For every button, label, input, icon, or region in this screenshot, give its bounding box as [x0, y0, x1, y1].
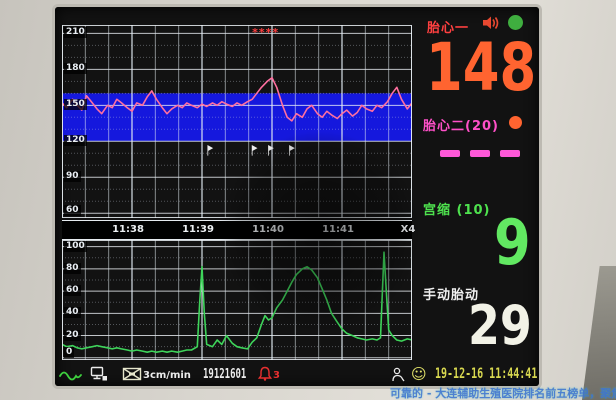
- fetal-movement-label: 手动胎动: [423, 288, 480, 303]
- time-axis-strip: 11:38 11:39 11:40 11:41 X4: [62, 220, 415, 240]
- x-axis-time-label: 11:41: [322, 224, 354, 235]
- toco-value: 9: [494, 206, 531, 279]
- toco-chart: 100 80 60 40 20 0: [62, 240, 412, 360]
- y-axis-label: 120: [64, 135, 87, 147]
- fhr2-status-dot: [509, 116, 522, 129]
- fhr1-label: 胎心一: [427, 21, 470, 36]
- status-bar: 3cm/min 19121601 3 ☺ 19-12-16 11:44:41: [55, 362, 539, 386]
- y-axis-label: 210: [64, 27, 87, 39]
- y-axis-label: 20: [64, 329, 81, 341]
- y-axis-label: 150: [64, 99, 87, 111]
- datetime-display: 19-12-16 11:44:41: [435, 366, 538, 383]
- patient-icon: [392, 367, 405, 382]
- y-axis-label: 60: [64, 285, 81, 297]
- watermark-text: 可靠的 - 大连辅助生殖医院排名前五榜单，聚焦试管婴: [390, 387, 616, 400]
- time-scale-label: X4: [400, 224, 416, 235]
- fhr1-status-dot: [508, 15, 523, 30]
- y-axis-label: 180: [64, 63, 87, 75]
- alarm-count: 3: [273, 370, 280, 381]
- paper-speed-label: 3cm/min: [143, 370, 191, 381]
- fetal-movement-value: 29: [468, 294, 532, 357]
- x-axis-time-label: 11:40: [252, 224, 284, 235]
- fhr2-label: 胎心二(20): [423, 119, 499, 134]
- paper-out-icon[interactable]: [122, 366, 142, 382]
- vitals-panel: 胎心一 148 胎心二(20) 宫缩 (10) 9 手动胎动 29: [420, 7, 539, 359]
- fhr1-value: 148: [426, 29, 537, 106]
- y-axis-label: 60: [64, 205, 81, 216]
- alarm-bell-icon[interactable]: [257, 366, 273, 382]
- y-axis-label: 40: [64, 307, 81, 319]
- fhr-chart: 210 180 150 120 90 60 ****: [62, 25, 412, 218]
- toco-label: 宫缩 (10): [423, 203, 491, 218]
- transducer-icon[interactable]: [90, 366, 108, 383]
- smiley-icon[interactable]: ☺: [411, 365, 427, 383]
- record-id: 19121601: [203, 367, 247, 383]
- monitor-screen: 210 180 150 120 90 60 **** 11:38 11:39 11:40 11:4…: [55, 7, 539, 386]
- fetal-heart-rate-svg: [62, 25, 412, 218]
- toco-contractions-svg: [62, 240, 412, 360]
- x-axis-time-label: 11:39: [182, 224, 214, 235]
- y-axis-label: 80: [64, 262, 81, 274]
- sine-wave-icon: [59, 371, 82, 381]
- event-annotation: ****: [252, 26, 280, 39]
- monitor-stand: [582, 266, 616, 400]
- x-axis-time-label: 11:38: [112, 224, 144, 235]
- speaker-icon[interactable]: [482, 15, 500, 31]
- y-axis-label: 100: [64, 240, 87, 252]
- y-axis-label: 90: [64, 171, 81, 183]
- y-axis-label: 0: [64, 347, 75, 358]
